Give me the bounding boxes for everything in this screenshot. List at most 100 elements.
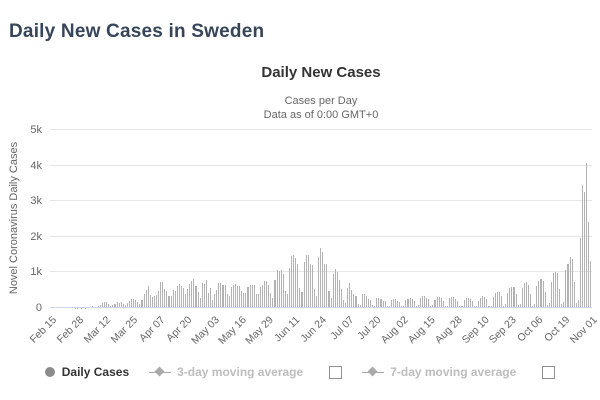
daily-cases-bar[interactable] (386, 305, 388, 308)
daily-cases-bar[interactable] (276, 269, 278, 308)
daily-cases-bar[interactable] (189, 283, 191, 308)
daily-cases-bar[interactable] (521, 288, 523, 308)
daily-cases-bar[interactable] (185, 294, 187, 308)
daily-cases-bar[interactable] (507, 292, 509, 308)
daily-cases-bar[interactable] (527, 284, 530, 308)
daily-cases-bar[interactable] (355, 295, 357, 308)
daily-cases-bar[interactable] (407, 298, 409, 308)
daily-cases-bar[interactable] (382, 300, 384, 308)
daily-cases-bar[interactable] (388, 305, 390, 308)
daily-cases-bar[interactable] (143, 293, 145, 308)
daily-cases-bar[interactable] (380, 298, 382, 308)
daily-cases-bar[interactable] (548, 303, 550, 308)
daily-cases-bar[interactable] (505, 304, 507, 308)
daily-cases-bar[interactable] (259, 286, 261, 308)
daily-cases-bar[interactable] (264, 281, 266, 308)
daily-cases-bar[interactable] (170, 295, 172, 308)
daily-cases-bar[interactable] (430, 305, 432, 308)
daily-cases-bar[interactable] (567, 264, 569, 308)
daily-cases-bar[interactable] (343, 300, 345, 308)
daily-cases-bar[interactable] (145, 289, 147, 308)
daily-cases-bar[interactable] (411, 298, 413, 308)
daily-cases-bar[interactable] (482, 296, 484, 308)
daily-cases-bar[interactable] (131, 298, 133, 308)
daily-cases-bar[interactable] (286, 293, 288, 308)
daily-cases-bar[interactable] (253, 284, 255, 308)
daily-cases-bar[interactable] (453, 297, 455, 308)
daily-cases-bar[interactable] (180, 286, 182, 308)
daily-cases-bar[interactable] (525, 282, 527, 308)
daily-cases-bar[interactable] (135, 299, 137, 308)
daily-cases-bar[interactable] (266, 281, 268, 308)
daily-cases-bar[interactable] (176, 286, 178, 308)
daily-cases-bar[interactable] (378, 298, 380, 308)
daily-cases-bar[interactable] (519, 303, 521, 308)
daily-cases-bar[interactable] (168, 296, 170, 308)
daily-cases-bar[interactable] (523, 283, 525, 308)
daily-cases-bar[interactable] (363, 294, 365, 308)
daily-cases-bar[interactable] (311, 265, 313, 308)
daily-cases-bar[interactable] (573, 282, 575, 308)
daily-cases-bar[interactable] (282, 274, 284, 308)
daily-cases-bar[interactable] (449, 298, 451, 308)
daily-cases-bar[interactable] (575, 303, 577, 308)
daily-cases-bar[interactable] (120, 302, 122, 308)
daily-cases-bar[interactable] (451, 297, 453, 308)
daily-cases-bar[interactable] (440, 298, 442, 308)
daily-cases-bar[interactable] (224, 284, 226, 308)
daily-cases-bar[interactable] (234, 284, 237, 308)
daily-cases-bar[interactable] (582, 185, 584, 308)
daily-cases-bar[interactable] (457, 300, 459, 308)
legend-item-daily-cases[interactable]: Daily Cases (44, 365, 129, 379)
daily-cases-bar[interactable] (550, 282, 552, 308)
daily-cases-bar[interactable] (536, 286, 538, 308)
daily-cases-bar[interactable] (399, 302, 401, 308)
daily-cases-bar[interactable] (353, 293, 355, 308)
daily-cases-bar[interactable] (114, 303, 116, 308)
daily-cases-bar[interactable] (328, 290, 330, 308)
daily-cases-bar[interactable] (361, 293, 363, 308)
daily-cases-bar[interactable] (461, 305, 463, 308)
daily-cases-bar[interactable] (426, 297, 428, 308)
daily-cases-bar[interactable] (214, 293, 216, 308)
daily-cases-bar[interactable] (530, 293, 532, 308)
daily-cases-bar[interactable] (99, 304, 101, 308)
daily-cases-bar[interactable] (588, 222, 590, 308)
daily-cases-bar[interactable] (559, 288, 561, 308)
daily-cases-bar[interactable] (183, 287, 185, 308)
daily-cases-bar[interactable] (557, 273, 559, 308)
daily-cases-bar[interactable] (351, 289, 353, 308)
daily-cases-bar[interactable] (367, 298, 370, 308)
legend-checkbox[interactable] (329, 365, 343, 379)
daily-cases-bar[interactable] (155, 294, 158, 308)
legend-item-3-day-moving-average[interactable]: 3-day moving average (149, 365, 343, 379)
daily-cases-bar[interactable] (322, 252, 324, 308)
daily-cases-bar[interactable] (392, 298, 394, 308)
daily-cases-bar[interactable] (203, 283, 205, 308)
daily-cases-bar[interactable] (226, 293, 228, 308)
daily-cases-bar[interactable] (124, 305, 126, 308)
daily-cases-bar[interactable] (561, 304, 563, 308)
daily-cases-bar[interactable] (288, 268, 291, 308)
daily-cases-bar[interactable] (268, 285, 270, 308)
daily-cases-bar[interactable] (245, 292, 247, 308)
daily-cases-bar[interactable] (434, 299, 436, 308)
daily-cases-bar[interactable] (471, 300, 473, 308)
daily-cases-bar[interactable] (174, 290, 176, 308)
daily-cases-bar[interactable] (261, 284, 264, 308)
daily-cases-bar[interactable] (141, 300, 143, 308)
daily-cases-bar[interactable] (577, 299, 579, 308)
daily-cases-bar[interactable] (376, 298, 378, 308)
daily-cases-bar[interactable] (101, 302, 104, 308)
daily-cases-bar[interactable] (153, 295, 155, 308)
daily-cases-bar[interactable] (409, 298, 411, 308)
daily-cases-bar[interactable] (160, 282, 162, 308)
daily-cases-bar[interactable] (417, 305, 419, 308)
daily-cases-bar[interactable] (436, 296, 438, 308)
daily-cases-bar[interactable] (465, 297, 467, 308)
daily-cases-bar[interactable] (220, 282, 222, 308)
legend-item-7-day-moving-average[interactable]: 7-day moving average (362, 365, 556, 379)
daily-cases-bar[interactable] (305, 255, 307, 308)
daily-cases-bar[interactable] (455, 299, 457, 308)
daily-cases-bar[interactable] (239, 286, 241, 308)
